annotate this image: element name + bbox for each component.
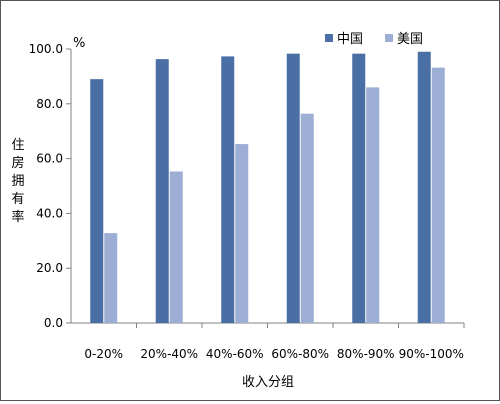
axes [66,48,465,328]
y-tick-label: 0.0 [44,316,63,330]
bar-series2 [366,87,380,323]
bar-series2 [235,144,249,323]
bar-series1 [90,79,104,323]
bar-series1 [352,53,366,324]
bars [90,51,445,324]
legend-label: 中国 [337,32,363,47]
x-category-label: 20%-40% [140,347,198,361]
y-axis-title-char: 拥 [11,174,24,189]
y-axis-title-char: 率 [11,209,24,225]
x-category-labels: 0-20% 20%-40% 40%-60% 60%-80% 80%-90% 90%-100… [84,347,463,361]
y-tick-label: 80.0 [36,97,63,111]
legend: 中国 美国 [325,32,423,47]
bar-series1 [286,53,300,324]
y-axis-title-char: 房 [11,155,24,171]
x-category-label: 60%-80% [271,347,329,361]
bar-series1 [221,56,235,323]
y-tick-labels: 0.0 20.0 40.0 60.0 80.0 100.0 [29,42,63,330]
x-category-label: 0-20% [84,347,123,361]
x-category-label: 40%-60% [206,347,264,361]
legend-swatch [385,34,393,42]
bar-series1 [417,51,431,324]
legend-swatch [325,34,333,42]
y-tick-label: 20.0 [36,261,63,275]
x-axis-title: 收入分组 [242,375,294,390]
y-axis-title-char: 住 [11,138,24,153]
bar-series2 [431,67,445,324]
bar-series2 [104,233,118,323]
x-category-label: 90%-100% [399,347,464,361]
bar-series1 [155,59,169,323]
y-tick-label: 40.0 [36,206,63,220]
y-tick-label: 60.0 [36,152,63,166]
legend-label: 美国 [397,32,423,47]
bar-series2 [169,171,183,323]
y-axis-title-char: 有 [11,192,24,207]
y-unit-label: % [73,36,85,51]
y-tick-label: 100.0 [29,42,63,56]
x-category-label: 80%-90% [337,347,395,361]
bar-series2 [300,113,314,323]
